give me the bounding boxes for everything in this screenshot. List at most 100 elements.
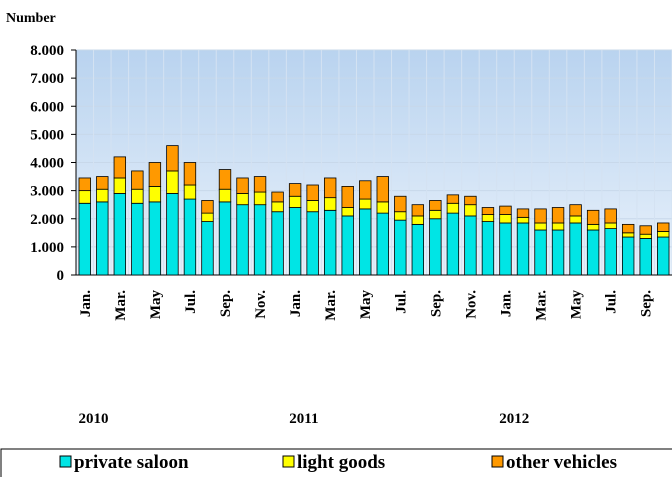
bar-segment — [288, 195, 302, 208]
bar-segment — [499, 205, 512, 215]
bar-segment — [657, 222, 670, 232]
bar-segment — [78, 177, 91, 192]
bar-segment — [551, 229, 565, 276]
bar-segment — [481, 207, 495, 215]
bar-segment — [148, 162, 162, 187]
bar-segment — [341, 207, 354, 217]
bar-segment — [148, 201, 162, 276]
bar-segment — [288, 207, 302, 276]
bar-segment — [411, 215, 425, 225]
bar-segment — [341, 186, 354, 208]
x-tick-label: Nov. — [463, 290, 479, 319]
legend-label: other vehicles — [506, 452, 617, 473]
bar-segment — [551, 207, 565, 224]
bar-segment — [236, 193, 249, 206]
bar-segment — [271, 191, 284, 203]
bar-segment — [604, 228, 617, 276]
bar-segment — [516, 222, 530, 276]
bar-segment — [534, 229, 547, 276]
bar-segment — [446, 202, 460, 214]
bar-segment — [481, 221, 495, 276]
x-tick-label: Nov. — [253, 290, 269, 319]
y-tick-label: 8.000 — [30, 43, 64, 59]
bar-segment — [586, 223, 600, 231]
bar-segment — [621, 223, 635, 234]
x-tick-label: Jan. — [498, 290, 514, 317]
bar-segment — [639, 225, 652, 235]
bar-segment — [131, 170, 144, 190]
bar-segment — [271, 201, 284, 213]
bar-segment — [131, 188, 144, 204]
x-tick-label: Sep. — [428, 290, 444, 317]
bar-segment — [218, 169, 232, 190]
x-tick-label: Jan. — [78, 290, 94, 317]
legend-swatch — [491, 455, 504, 468]
bar-segment — [376, 201, 389, 214]
bar-segment — [78, 190, 91, 204]
bar-segment — [253, 191, 267, 206]
bar-segment — [113, 156, 127, 179]
x-tick-label: May — [569, 290, 585, 320]
x-tick-label: Mar. — [323, 290, 339, 321]
bar-segment — [464, 204, 477, 217]
year-label: 2010 — [79, 411, 109, 427]
bar-segment — [446, 212, 460, 276]
bar-segment — [534, 208, 547, 224]
bar-segment — [464, 195, 477, 206]
bar-segment — [516, 208, 530, 218]
legend-swatch — [59, 455, 72, 468]
bar-segment — [183, 198, 197, 276]
bar-segment — [639, 238, 652, 276]
y-tick-label: 4.000 — [30, 156, 64, 172]
y-tick-label: 7.000 — [30, 71, 64, 87]
y-tick-label: 5.000 — [30, 127, 64, 143]
bar-segment — [376, 176, 389, 203]
bar-segment — [534, 222, 547, 231]
bar-segment — [394, 211, 407, 221]
bar-segment — [253, 204, 267, 276]
bar-segment — [569, 222, 582, 276]
x-tick-label: Jul. — [183, 290, 199, 314]
y-tick-label: 0 — [57, 268, 65, 284]
bar-segment — [464, 215, 477, 276]
bar-segment — [586, 209, 600, 225]
x-tick-label: Sep. — [218, 290, 234, 317]
x-tick-label: Jan. — [288, 290, 304, 317]
bar-segment — [429, 218, 442, 276]
bar-segment — [271, 211, 284, 276]
x-tick-label: Jul. — [604, 290, 620, 314]
bar-segment — [394, 195, 407, 213]
bar-segment — [551, 222, 565, 231]
bar-segment — [96, 201, 109, 276]
bar-segment — [429, 209, 442, 220]
bar-segment — [166, 193, 179, 276]
x-tick-label: May — [358, 290, 374, 320]
legend-label: light goods — [297, 452, 385, 473]
bar-segment — [499, 214, 512, 224]
y-axis-label: Number — [6, 11, 56, 26]
bar-segment — [183, 162, 197, 186]
y-tick-label: 1.000 — [30, 240, 64, 256]
bar-segment — [166, 145, 179, 172]
x-tick-label: Mar. — [534, 290, 550, 321]
bar-segment — [253, 176, 267, 193]
bar-segment — [516, 216, 530, 224]
bar-segment — [359, 208, 372, 276]
bar-segment — [499, 222, 512, 276]
bar-segment — [113, 193, 127, 276]
bar-segment — [183, 184, 197, 200]
x-tick-label: May — [148, 290, 164, 320]
bar-segment — [236, 177, 249, 194]
y-tick-label: 2.000 — [30, 212, 64, 228]
bar-segment — [657, 236, 670, 276]
bar-segment — [657, 231, 670, 238]
bar-segment — [481, 214, 495, 222]
legend-label: private saloon — [74, 452, 189, 473]
bar-segment — [113, 177, 127, 194]
bar-segment — [323, 209, 337, 276]
y-tick-label: 6.000 — [30, 99, 64, 115]
bar-segment — [323, 177, 337, 199]
bar-segment — [359, 198, 372, 210]
legend-swatch — [282, 455, 295, 468]
bar-segment — [78, 202, 91, 276]
